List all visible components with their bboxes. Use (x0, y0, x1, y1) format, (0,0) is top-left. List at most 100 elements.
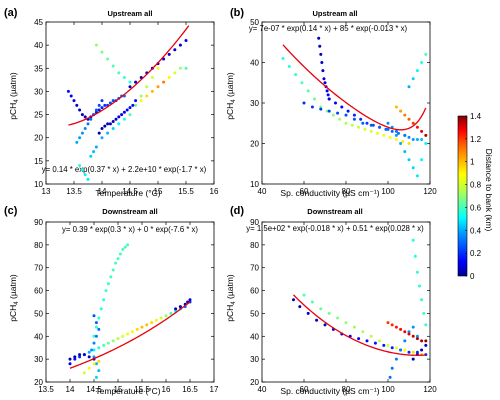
colorbar-tick-label: 0.6 (470, 203, 482, 212)
data-point (83, 115, 87, 119)
fit-equation-c: y= 0.39 * exp(0.3 * x) + 0 * exp(-7.6 * … (62, 225, 198, 234)
colorbar-tick-label: 1.2 (470, 135, 482, 144)
data-point (145, 85, 149, 89)
y-tick-label: 35 (34, 64, 43, 73)
data-point (334, 101, 337, 105)
data-point (424, 133, 428, 137)
data-point (322, 77, 326, 81)
data-point (126, 243, 130, 247)
data-point (344, 321, 348, 325)
data-point (407, 117, 411, 121)
data-point (420, 348, 424, 352)
data-point (131, 103, 135, 107)
x-tick-label: 14.5 (86, 385, 102, 394)
data-point (134, 103, 138, 107)
x-axis-label-b: Sp. conductivity (µS cm⁻¹) (280, 188, 379, 198)
data-point (82, 371, 86, 375)
data-point (94, 375, 98, 379)
data-point (130, 330, 134, 334)
y-tick-label: 80 (34, 241, 43, 250)
data-point (97, 316, 101, 320)
data-point (86, 177, 90, 181)
data-point (411, 350, 415, 354)
data-point (411, 238, 415, 242)
data-point (140, 325, 144, 329)
y-tick-label: 50 (250, 309, 259, 318)
data-point (156, 85, 160, 89)
data-point (97, 103, 101, 107)
x-tick-label: 15.5 (134, 385, 150, 394)
x-tick-label: 80 (342, 385, 351, 394)
panel-c: (c) Downstream all y= 0.39 * exp(0.3 * x… (4, 205, 219, 396)
data-point (117, 122, 121, 126)
x-tick-label: 16 (210, 187, 219, 196)
data-point (90, 348, 94, 352)
data-point (82, 353, 86, 357)
data-point (111, 126, 115, 130)
data-point (174, 307, 178, 311)
data-point (184, 66, 188, 70)
data-point (68, 362, 72, 366)
x-tick-label: 15.5 (178, 187, 194, 196)
x-tick-label: 15 (154, 187, 163, 196)
panel-title-d: Downstream all (307, 207, 362, 216)
data-point (394, 346, 398, 350)
data-point (94, 43, 98, 47)
data-point (359, 117, 363, 121)
data-point (75, 103, 79, 107)
data-point (100, 106, 104, 110)
data-point (357, 125, 361, 129)
data-point (121, 247, 125, 251)
data-point (394, 129, 398, 133)
data-point (411, 137, 415, 141)
data-point (376, 131, 379, 135)
y-tick-label: 70 (250, 264, 259, 273)
panel-title-a: Upstream all (107, 9, 152, 18)
data-point (373, 341, 377, 345)
data-point (108, 122, 112, 126)
data-point (78, 163, 82, 167)
data-point (150, 76, 154, 80)
data-point (415, 137, 419, 141)
y-axis-label-a: pCH4 (µatm) (8, 72, 20, 120)
x-axis-label-c: Temperature (°C) (95, 386, 160, 396)
x-tick-label: 40 (258, 187, 267, 196)
data-point (292, 298, 295, 302)
data-point (415, 350, 419, 354)
data-point (320, 61, 324, 64)
data-point (123, 245, 127, 249)
data-point (69, 94, 73, 98)
data-point (121, 334, 125, 338)
y-tick-label: 10 (34, 180, 43, 189)
data-point (92, 355, 96, 359)
data-point (100, 126, 104, 130)
data-point (66, 89, 70, 93)
y-tick-label: 45 (34, 18, 43, 27)
x-tick-label: 14 (66, 385, 75, 394)
data-point (103, 124, 107, 128)
data-point (145, 323, 149, 327)
scatter-points-c (68, 243, 192, 379)
data-point (167, 76, 171, 80)
data-point (331, 113, 335, 117)
data-point (399, 348, 403, 352)
y-axis-label-c: pCH4 (µatm) (8, 274, 20, 322)
x-tick-label: 60 (300, 187, 309, 196)
y-tick-label: 20 (250, 140, 259, 149)
data-point (336, 316, 340, 320)
data-point (104, 289, 108, 293)
panel-b: (b) Upstream all y= 7e-07 * exp(0.14 * x… (225, 7, 437, 198)
x-tick-label: 16.5 (182, 385, 198, 394)
data-point (87, 350, 91, 354)
data-point (83, 173, 87, 177)
data-point (403, 339, 407, 343)
data-point (390, 346, 394, 350)
data-point (78, 355, 82, 359)
data-point (346, 109, 350, 113)
data-point (336, 111, 340, 115)
x-tick-label: 13.5 (38, 385, 54, 394)
data-point (420, 137, 424, 141)
y-tick-label: 80 (250, 241, 259, 250)
colorbar-tick-label: 1 (470, 158, 475, 167)
data-point (378, 125, 382, 129)
